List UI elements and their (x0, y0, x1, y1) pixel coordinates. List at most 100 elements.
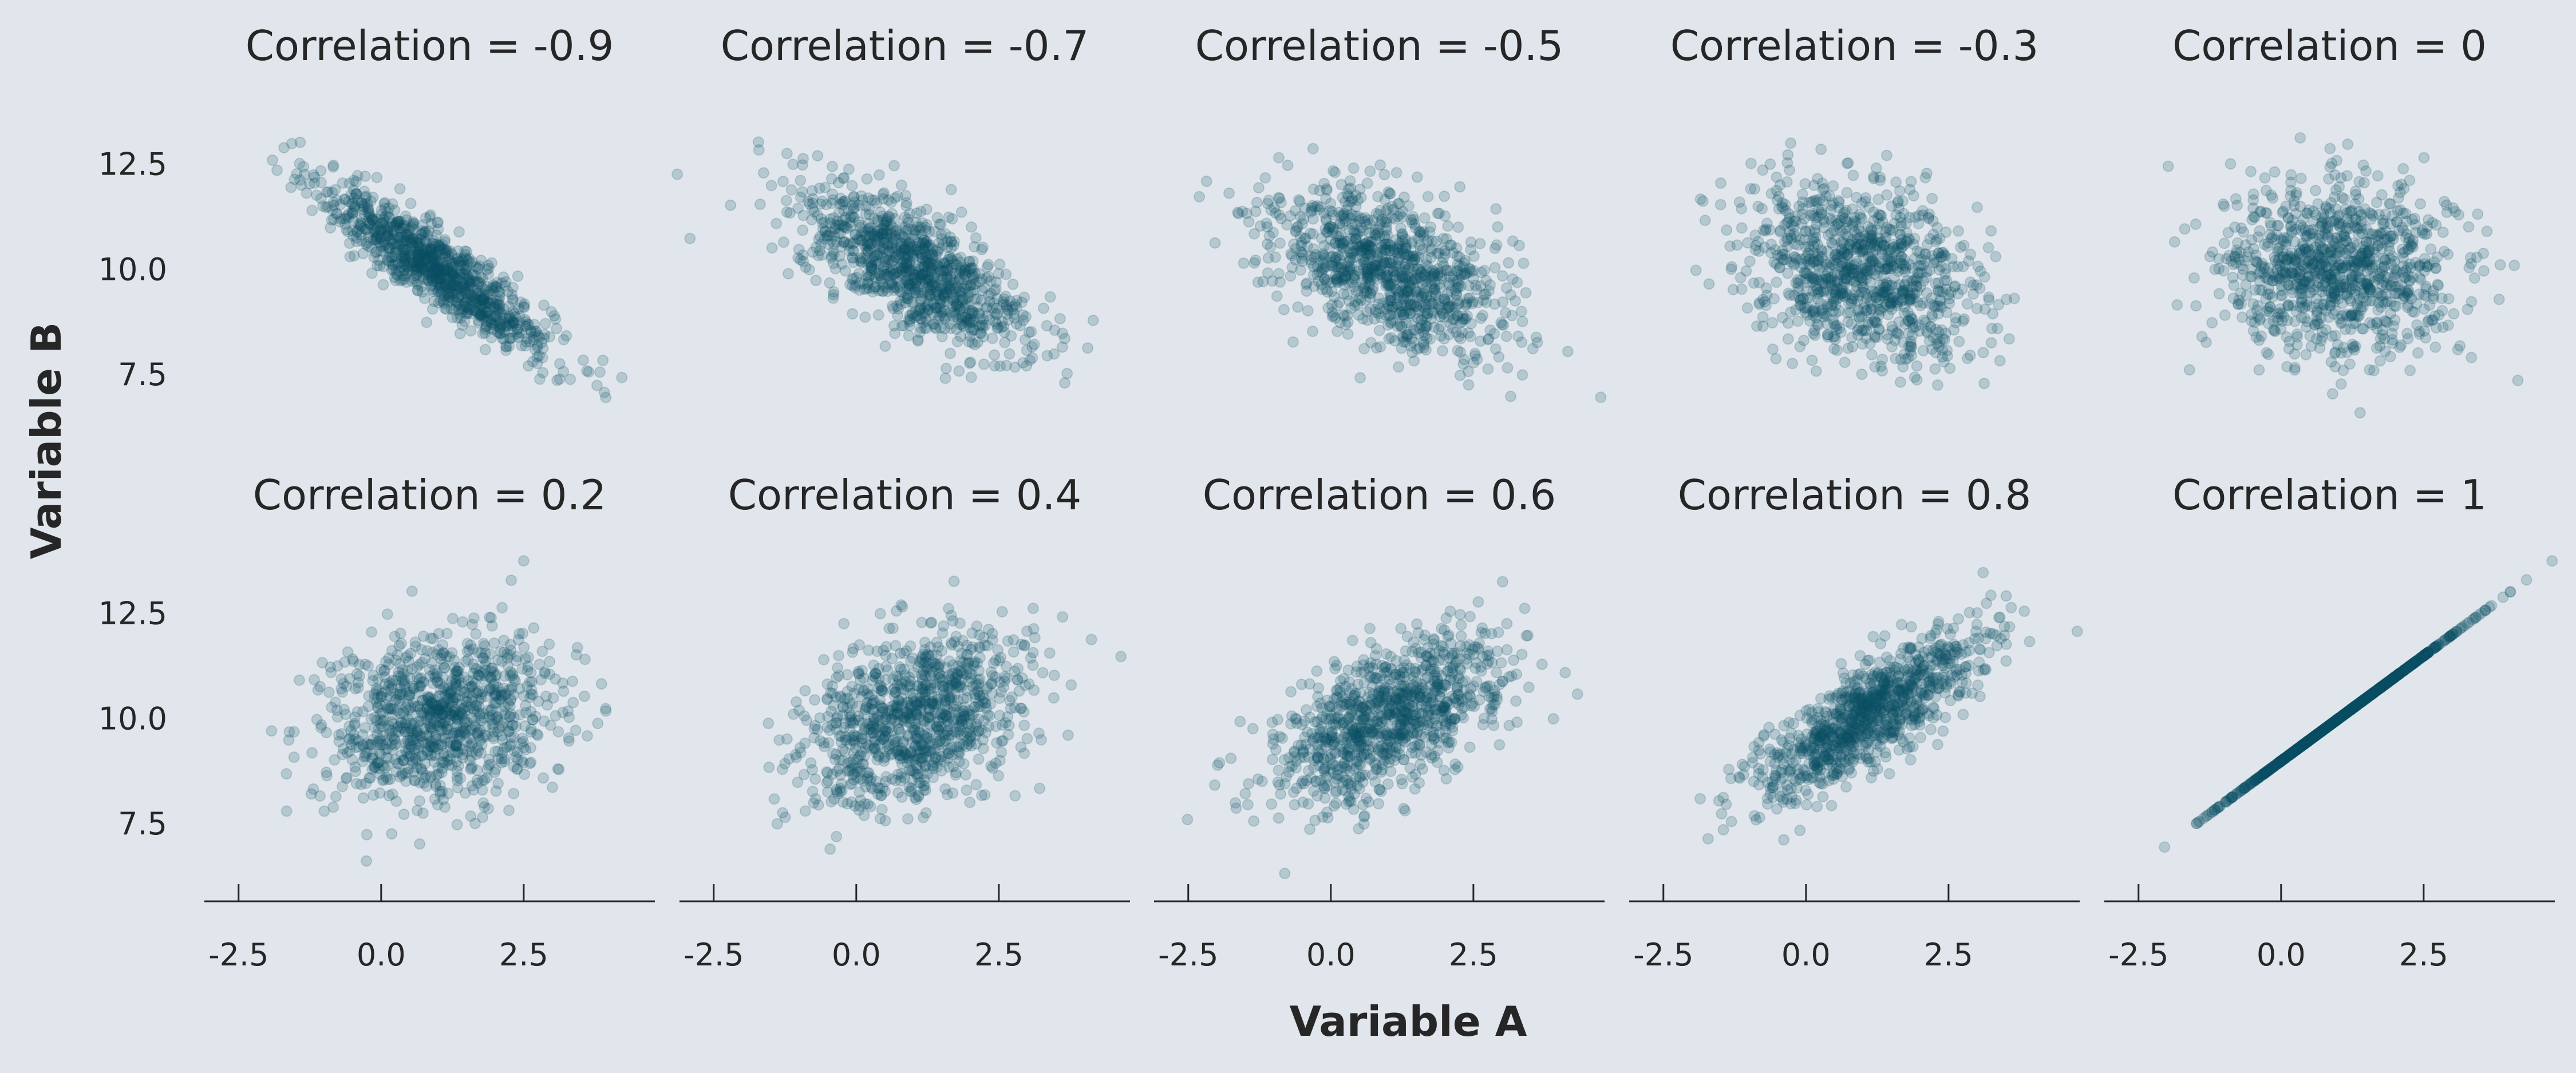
scatter-point (327, 161, 339, 173)
scatter-point (1421, 332, 1433, 344)
scatter-point (999, 336, 1011, 349)
scatter-point (392, 229, 404, 241)
scatter-point (484, 322, 496, 334)
scatter-point (1703, 278, 1715, 290)
scatter-point (2228, 279, 2240, 291)
scatter-point (1261, 221, 1273, 233)
scatter-point (459, 283, 471, 295)
scatter-point (518, 300, 530, 312)
scatter-point (489, 317, 501, 329)
scatter-point (1934, 336, 1946, 348)
scatter-point (483, 298, 495, 310)
scatter-point (456, 267, 468, 279)
scatter-point (1810, 365, 1822, 377)
scatter-point (2295, 172, 2307, 184)
scatter-point (427, 255, 438, 267)
scatter-point (357, 248, 369, 259)
scatter-point (2429, 310, 2441, 322)
scatter-point (2190, 300, 2202, 312)
scatter-point (461, 293, 473, 305)
scatter-point (1282, 159, 1294, 171)
scatter-point (412, 284, 424, 296)
scatter-point (1200, 175, 1212, 187)
scatter-point (1937, 351, 1948, 363)
scatter-point (456, 306, 468, 318)
scatter-point (2391, 216, 2403, 228)
scatter-point (837, 199, 849, 211)
scatter-point (856, 227, 868, 239)
scatter-point (2289, 348, 2301, 360)
scatter-point (1848, 293, 1860, 305)
scatter-point (1842, 157, 1854, 169)
scatter-point (1808, 272, 1820, 284)
scatter-point (1411, 171, 1423, 183)
scatter-point (1396, 243, 1408, 255)
scatter-point (1767, 317, 1778, 328)
scatter-point (1054, 312, 1066, 324)
scatter-point (366, 267, 378, 279)
scatter-point (415, 228, 427, 240)
scatter-point (2236, 311, 2248, 323)
scatter-point (271, 164, 283, 176)
scatter-point (2295, 254, 2307, 266)
scatter-point (2254, 314, 2266, 326)
scatter-point (922, 254, 934, 266)
scatter-point (480, 284, 491, 296)
scatter-point (480, 306, 492, 318)
scatter-point (2440, 199, 2452, 211)
scatter-point (2330, 184, 2342, 196)
scatter-point (1939, 275, 1950, 287)
scatter-point (2400, 264, 2412, 276)
scatter-point (950, 309, 962, 321)
scatter-point (1288, 238, 1299, 250)
scatter-point (1858, 250, 1869, 262)
scatter-point (671, 168, 683, 180)
scatter-point (409, 251, 421, 263)
scatter-point (1439, 191, 1451, 202)
scatter-point (2332, 339, 2344, 351)
scatter-point (800, 262, 812, 273)
scatter-point (408, 273, 420, 285)
scatter-point (1903, 232, 1914, 244)
scatter-point (544, 331, 556, 343)
scatter-point (826, 250, 838, 262)
scatter-point (1345, 196, 1357, 208)
scatter-point (347, 230, 359, 242)
scatter-point (461, 283, 473, 295)
scatter-point (891, 300, 903, 312)
scatter-point (546, 306, 558, 318)
scatter-point (2219, 309, 2231, 321)
panel-title: Correlation = -0.3 (1670, 22, 2039, 70)
scatter-point (2225, 158, 2237, 170)
scatter-point (2008, 292, 2020, 304)
scatter-point (347, 197, 359, 209)
scatter-point (1745, 157, 1757, 169)
scatter-point (2289, 362, 2301, 374)
scatter-point (1809, 329, 1821, 341)
scatter-point (795, 175, 807, 187)
scatter-point (389, 220, 401, 232)
scatter-point (1338, 213, 1350, 225)
scatter-point (1082, 342, 1094, 354)
scatter-point (382, 230, 394, 242)
scatter-point (2280, 200, 2292, 212)
scatter-point (2335, 378, 2347, 390)
scatter-point (465, 308, 477, 320)
scatter-point (1274, 237, 1286, 249)
scatter-point (294, 174, 306, 186)
scatter-point (1418, 342, 1430, 354)
scatter-point (1369, 313, 1381, 325)
scatter-point (953, 365, 965, 377)
scatter-point (1321, 276, 1333, 288)
scatter-point (1379, 308, 1391, 320)
scatter-point (536, 352, 548, 364)
scatter-point (2400, 286, 2412, 297)
scatter-point (1978, 378, 1990, 389)
scatter-point (1251, 196, 1263, 208)
scatter-point (966, 221, 977, 233)
scatter-point (407, 256, 419, 268)
scatter-point (902, 293, 914, 305)
scatter-point (1294, 196, 1306, 207)
scatter-point (2245, 165, 2257, 177)
scatter-point (1001, 359, 1012, 371)
